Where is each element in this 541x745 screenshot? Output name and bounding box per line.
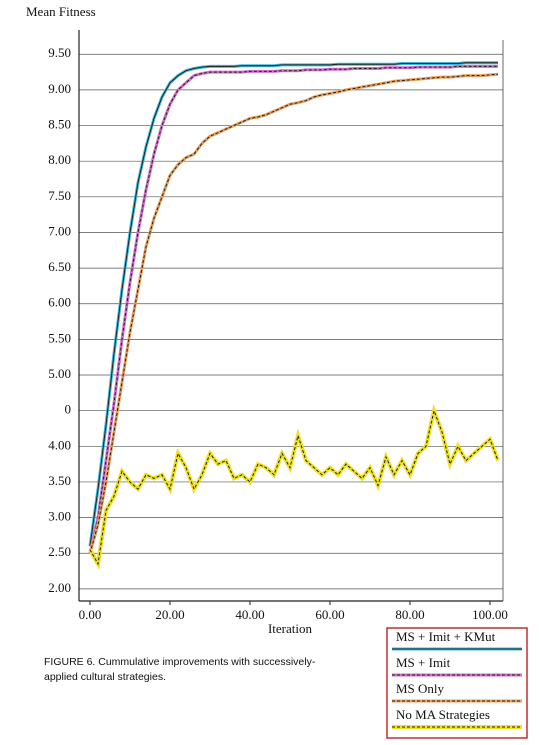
legend-label: MS + Imit (396, 655, 451, 670)
series-line (88, 403, 500, 570)
x-tick-label: 20.00 (155, 607, 184, 622)
y-tick-label: 7.00 (48, 223, 71, 238)
series-line-core (89, 408, 499, 566)
x-axis-label: Iteration (268, 621, 313, 636)
y-tick-label: 5.00 (48, 366, 71, 381)
legend-box (386, 627, 528, 739)
y-tick-label: 8.50 (48, 117, 71, 132)
y-tick-label: 0 (65, 402, 72, 417)
series-line (88, 64, 498, 554)
legend-label: No MA Strategies (396, 707, 490, 722)
x-tick-label: 0.00 (79, 607, 102, 622)
series-line-core (89, 62, 498, 547)
y-tick-label: 7.50 (48, 188, 71, 203)
legend-label: MS + Imit + KMut (396, 629, 496, 644)
x-tick-label: 40.00 (235, 607, 264, 622)
x-tick-label: 80.00 (395, 607, 424, 622)
caption: FIGURE 6. Cummulative improvements with … (44, 656, 316, 668)
y-tick-label: 8.00 (48, 152, 71, 167)
series-line (88, 61, 498, 547)
y-tick-label: 9.00 (48, 81, 71, 96)
y-tick-label: 3.50 (48, 473, 71, 488)
legend-label: MS Only (396, 681, 445, 696)
y-tick-label: 6.00 (48, 295, 71, 310)
series-line (88, 72, 499, 554)
series-line-core (89, 65, 498, 554)
y-tick-label: 5.50 (48, 330, 71, 345)
x-tick-label: 100.00 (472, 607, 508, 622)
caption: applied cultural strategies. (44, 671, 166, 683)
x-tick-label: 60.00 (315, 607, 344, 622)
y-tick-label: 2.50 (48, 544, 71, 559)
y-tick-label: 3.00 (48, 509, 71, 524)
y-tick-label: 6.50 (48, 259, 71, 274)
y-tick-label: 4.00 (48, 437, 71, 452)
chart-title: Mean Fitness (26, 4, 96, 19)
series-line-core (89, 73, 499, 554)
y-tick-label: 2.00 (48, 580, 71, 595)
y-tick-label: 9.50 (48, 45, 71, 60)
